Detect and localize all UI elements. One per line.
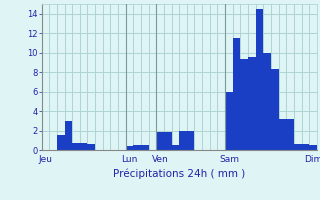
Bar: [233, 38, 240, 150]
Bar: [187, 131, 195, 150]
Bar: [164, 132, 172, 150]
Bar: [72, 143, 80, 150]
Bar: [263, 53, 271, 150]
Bar: [57, 135, 65, 150]
Bar: [248, 57, 256, 150]
Bar: [301, 144, 309, 150]
Bar: [87, 144, 95, 150]
Bar: [279, 119, 286, 150]
Bar: [309, 145, 317, 150]
Bar: [80, 143, 87, 150]
Bar: [126, 146, 133, 150]
Bar: [65, 121, 72, 150]
X-axis label: Précipitations 24h ( mm ): Précipitations 24h ( mm ): [113, 168, 245, 179]
Bar: [271, 69, 279, 150]
Bar: [141, 145, 148, 150]
Bar: [286, 119, 294, 150]
Bar: [240, 59, 248, 150]
Bar: [294, 144, 301, 150]
Bar: [133, 145, 141, 150]
Bar: [172, 145, 179, 150]
Bar: [256, 9, 263, 150]
Bar: [225, 92, 233, 150]
Bar: [179, 131, 187, 150]
Bar: [156, 132, 164, 150]
